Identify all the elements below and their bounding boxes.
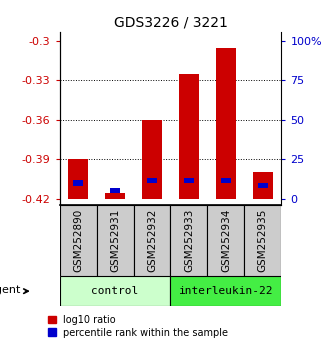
Bar: [208, 205, 244, 276]
Bar: [170, 276, 281, 306]
Bar: [221, 178, 231, 183]
Text: GSM252890: GSM252890: [73, 209, 83, 272]
Bar: [97, 205, 133, 276]
Text: control: control: [91, 286, 139, 296]
Text: agent: agent: [0, 285, 21, 295]
Bar: [60, 205, 97, 276]
Bar: [170, 205, 208, 276]
Bar: [68, 159, 88, 199]
Bar: [73, 180, 83, 185]
Title: GDS3226 / 3221: GDS3226 / 3221: [114, 15, 227, 29]
Text: GSM252934: GSM252934: [221, 209, 231, 272]
Bar: [216, 48, 236, 199]
Text: GSM252931: GSM252931: [110, 209, 120, 272]
Text: GSM252932: GSM252932: [147, 209, 157, 272]
Legend: log10 ratio, percentile rank within the sample: log10 ratio, percentile rank within the …: [48, 315, 228, 337]
Bar: [258, 183, 268, 188]
Bar: [179, 74, 199, 199]
Bar: [60, 276, 170, 306]
Bar: [110, 188, 120, 194]
Text: GSM252933: GSM252933: [184, 209, 194, 272]
Bar: [147, 178, 157, 183]
Bar: [244, 205, 281, 276]
Bar: [133, 205, 170, 276]
Bar: [253, 172, 273, 199]
Bar: [142, 120, 162, 199]
Bar: [105, 194, 125, 199]
Text: interleukin-22: interleukin-22: [179, 286, 273, 296]
Bar: [184, 178, 194, 183]
Text: GSM252935: GSM252935: [258, 209, 268, 272]
